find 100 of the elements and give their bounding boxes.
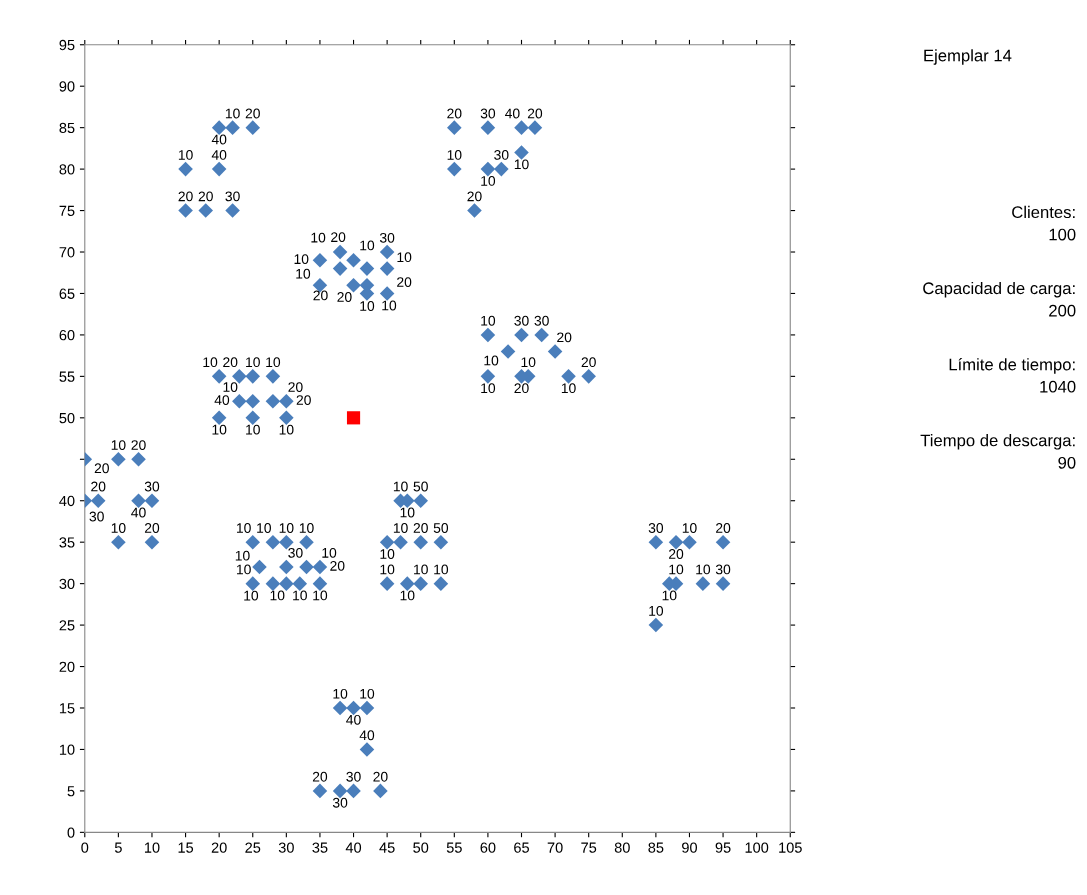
annotation: 20 [245,108,260,119]
annotation: 10 [225,108,240,119]
annotation: 30 [225,191,240,202]
annotation: 10 [322,547,337,558]
y-tick-label: 35 [59,537,75,548]
annotation: 20 [313,290,328,301]
annotation: 30 [514,315,529,326]
annotation: 30 [480,108,496,119]
x-tick-label: 35 [312,842,328,853]
annotation: 10 [296,268,311,279]
annotation: 20 [94,463,109,474]
y-tick-label: 85 [59,122,75,134]
annotation: 10 [380,549,395,559]
annotation: 10 [484,355,499,366]
annotation: 20 [716,523,731,533]
x-tick-label: 75 [581,842,597,853]
annotation: 10 [382,300,397,311]
annotation: 30 [379,232,395,243]
y-tick-label: 15 [59,703,75,714]
y-tick-label: 5 [67,786,75,797]
annotation: 10 [178,150,193,160]
annotation: 10 [360,301,375,311]
annotation: 30 [715,564,731,575]
y-tick-label: 75 [59,205,75,216]
annotation: 10 [294,254,309,265]
annotation: 40 [359,730,375,741]
annotation: 10 [521,357,536,368]
annotation: 20 [330,560,345,571]
text: 90 [1058,456,1076,469]
annotation: 10 [380,564,395,575]
annotation: 10 [360,240,375,251]
annotation: 10 [223,382,238,392]
annotation: 10 [696,564,711,575]
annotation: 20 [557,332,572,343]
annotation: 10 [397,252,412,263]
annotation: 10 [669,564,684,575]
annotation: 10 [299,523,314,533]
annotation: 10 [434,564,449,575]
annotation: 10 [293,590,307,601]
annotation: 20 [397,277,412,287]
annotation: 10 [481,176,496,186]
annotation: 30 [648,523,664,533]
annotation: 10 [266,357,281,368]
x-tick-label: 80 [614,842,630,853]
annotation: 10 [270,590,285,601]
annotation: 20 [527,108,543,119]
annotation: 10 [111,440,126,450]
annotation: 10 [246,424,260,435]
x-tick-label: 95 [715,842,731,853]
x-tick-label: 70 [547,842,563,853]
annotation: 40 [211,150,227,160]
x-tick-label: 105 [779,842,802,853]
annotation: 30 [494,150,509,160]
annotation: 50 [413,481,428,492]
y-tick-label: 90 [59,81,75,92]
x-tick-label: 55 [446,842,462,853]
annotation: 20 [178,191,193,202]
annotation: 10 [246,357,260,368]
annotation: 20 [144,523,160,533]
text: 1040 [1040,380,1076,393]
annotation: 10 [360,688,375,699]
annotation: 30 [332,797,348,808]
x-tick-label: 85 [648,842,664,853]
annotation: 10 [279,523,294,533]
annotation: 40 [131,507,146,518]
annotation: 10 [311,232,326,243]
text: Clientes: [1012,205,1075,219]
annotation: 20 [581,357,596,368]
x-tick-label: 25 [245,842,261,853]
annotation: 20 [514,383,529,394]
annotation: 30 [346,771,361,782]
x-tick-label: 20 [211,842,227,853]
annotation: 10 [279,424,294,435]
text: Capacidad de carga: [923,281,1075,298]
annotation: 10 [682,523,697,533]
annotation: 10 [111,523,126,533]
y-tick-label: 80 [59,164,75,175]
annotation: 20 [223,357,238,368]
annotation: 10 [212,424,227,435]
x-tick-label: 30 [278,842,294,853]
text: Ejemplar 14 [924,49,1012,65]
annotation: 10 [257,523,271,533]
annotation: 10 [481,383,496,394]
annotation: 10 [400,507,415,518]
text: 200 [1049,304,1076,317]
annotation: 40 [211,134,227,145]
y-tick-label: 70 [59,247,75,258]
annotation: 20 [669,549,684,559]
x-tick-label: 45 [379,842,395,853]
annotation: 20 [296,395,311,405]
x-tick-label: 65 [514,842,529,853]
annotation: 10 [481,315,496,326]
annotation: 30 [144,481,160,492]
annotation: 10 [649,605,664,616]
annotation: 10 [414,564,428,575]
annotation: 20 [413,523,428,533]
y-tick-label: 10 [59,744,75,755]
y-tick-label: 40 [59,495,75,507]
annotation: 30 [288,547,303,558]
y-tick-label: 30 [59,578,75,590]
